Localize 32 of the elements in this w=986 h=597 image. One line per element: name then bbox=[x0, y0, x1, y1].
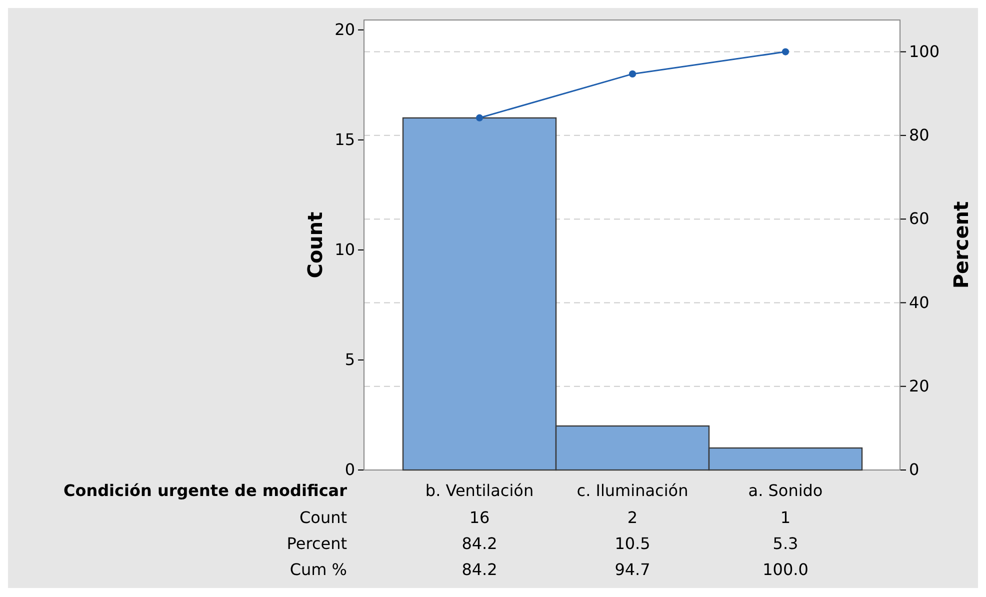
text: Percent bbox=[286, 534, 347, 553]
x-tick-label: b. Ventilación bbox=[425, 481, 534, 500]
data-label: 100.0 bbox=[762, 560, 808, 579]
y2-axis-title: Percent bbox=[949, 200, 973, 289]
point bbox=[628, 70, 636, 78]
data-label: 84.2 bbox=[462, 560, 498, 579]
y-tick-label: 0 bbox=[344, 460, 355, 480]
x-axis-title: Condición urgente de modificar bbox=[63, 481, 348, 500]
text: 84.2 bbox=[462, 534, 498, 553]
y2-tick-label: 100 bbox=[909, 42, 940, 61]
text: Cum % bbox=[290, 560, 347, 579]
y-tick-label: 20 bbox=[334, 20, 355, 40]
text: 5.3 bbox=[772, 534, 798, 553]
y2-tick-label: 40 bbox=[909, 292, 930, 312]
text: 10.5 bbox=[614, 534, 650, 553]
y-axis-title: Count bbox=[303, 211, 327, 278]
data-label: 2 bbox=[627, 508, 638, 527]
y2-tick-label: 80 bbox=[909, 126, 930, 145]
y-tick-label: 10 bbox=[334, 240, 355, 260]
x-tick-label: c. Iluminación bbox=[576, 481, 688, 500]
data-label: 94.7 bbox=[614, 560, 650, 579]
y-tick-label: 5 bbox=[344, 350, 355, 370]
point bbox=[782, 48, 790, 56]
y2-tick-label: 20 bbox=[909, 376, 930, 396]
text: Count bbox=[299, 508, 347, 527]
x-tick-label: a. Sonido bbox=[748, 481, 823, 500]
y2-tick-label: 60 bbox=[909, 209, 930, 228]
y-tick-label: 15 bbox=[334, 130, 355, 150]
point bbox=[476, 114, 484, 122]
data-label: 1 bbox=[780, 508, 791, 527]
data-label: 16 bbox=[469, 508, 490, 527]
y2-tick-label: 0 bbox=[909, 460, 920, 480]
